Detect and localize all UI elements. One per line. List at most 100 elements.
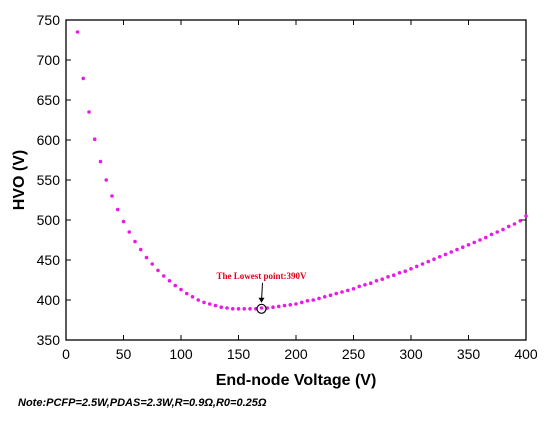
y-axis-label: HVO (V) bbox=[11, 150, 28, 210]
y-tick-label: 400 bbox=[37, 292, 61, 308]
data-point bbox=[426, 259, 431, 264]
y-tick-label: 600 bbox=[37, 132, 61, 148]
x-tick-label: 200 bbox=[284, 346, 308, 362]
data-point bbox=[121, 219, 126, 224]
data-point bbox=[110, 194, 114, 198]
data-point bbox=[351, 287, 356, 291]
data-point bbox=[87, 110, 91, 114]
data-point bbox=[282, 303, 287, 308]
data-point bbox=[276, 304, 281, 309]
y-tick-label: 550 bbox=[37, 172, 61, 188]
y-tick-label: 650 bbox=[37, 92, 61, 108]
data-point bbox=[98, 159, 103, 164]
data-point bbox=[230, 307, 235, 311]
data-point bbox=[317, 296, 321, 301]
x-tick-label: 400 bbox=[514, 346, 538, 362]
annotation-arrowhead bbox=[258, 297, 265, 303]
x-tick-label: 250 bbox=[342, 346, 366, 362]
data-point bbox=[104, 178, 109, 182]
data-point bbox=[357, 284, 362, 289]
data-point bbox=[156, 268, 160, 273]
data-point bbox=[340, 290, 344, 294]
y-tick-label: 750 bbox=[37, 12, 61, 28]
data-point bbox=[299, 300, 304, 305]
data-point bbox=[75, 30, 80, 34]
data-point bbox=[144, 255, 149, 260]
data-point bbox=[380, 277, 385, 282]
data-markers bbox=[75, 30, 528, 311]
data-point bbox=[455, 247, 459, 252]
y-tick-label: 500 bbox=[37, 212, 61, 228]
data-point bbox=[138, 247, 143, 252]
data-point bbox=[374, 279, 379, 283]
x-tick-label: 100 bbox=[169, 346, 193, 362]
data-point bbox=[190, 295, 195, 299]
data-point bbox=[219, 305, 224, 310]
data-point bbox=[92, 137, 97, 141]
data-point bbox=[472, 240, 477, 245]
data-point bbox=[115, 207, 120, 212]
data-point bbox=[466, 243, 471, 247]
data-point bbox=[207, 302, 212, 306]
annotation-label: The Lowest point:390V bbox=[216, 271, 307, 281]
data-point bbox=[213, 303, 218, 308]
y-tick-label: 700 bbox=[37, 52, 61, 68]
data-point bbox=[242, 307, 247, 311]
data-point bbox=[449, 250, 454, 254]
x-tick-label: 50 bbox=[116, 346, 132, 362]
data-point bbox=[397, 271, 402, 275]
plot-area bbox=[65, 19, 527, 341]
x-tick-label: 0 bbox=[62, 346, 70, 362]
data-point bbox=[161, 274, 166, 278]
data-point bbox=[334, 291, 339, 296]
data-point bbox=[391, 273, 396, 278]
x-axis-label: End-node Voltage (V) bbox=[216, 372, 377, 389]
data-point bbox=[403, 269, 408, 274]
plot-frame bbox=[65, 19, 527, 341]
y-tick-label: 450 bbox=[37, 252, 61, 268]
data-point bbox=[196, 298, 201, 302]
data-point bbox=[368, 281, 373, 286]
data-point bbox=[489, 232, 494, 237]
y-tick-label: 350 bbox=[37, 332, 61, 348]
data-point bbox=[288, 303, 293, 307]
data-point bbox=[363, 283, 367, 287]
data-point bbox=[420, 262, 425, 266]
x-tick-label: 350 bbox=[457, 346, 481, 362]
data-point bbox=[305, 299, 310, 303]
annotation: The Lowest point:390V bbox=[216, 271, 307, 314]
data-point bbox=[259, 306, 264, 310]
data-point bbox=[409, 267, 413, 271]
x-tick-label: 300 bbox=[399, 346, 423, 362]
data-point bbox=[311, 298, 316, 302]
data-point bbox=[81, 76, 86, 81]
data-point bbox=[225, 306, 229, 310]
data-point bbox=[150, 262, 155, 266]
x-tick-label: 150 bbox=[227, 346, 251, 362]
data-point bbox=[248, 307, 252, 311]
data-point bbox=[294, 302, 298, 306]
data-point bbox=[478, 238, 482, 242]
data-point bbox=[202, 300, 206, 305]
data-point bbox=[443, 252, 448, 257]
lowest-point-marker bbox=[256, 303, 267, 314]
data-point bbox=[483, 235, 488, 240]
data-point bbox=[133, 239, 137, 244]
data-point bbox=[506, 224, 511, 229]
data-point bbox=[386, 275, 390, 279]
data-point bbox=[236, 307, 241, 311]
data-point bbox=[179, 287, 183, 292]
data-point bbox=[328, 293, 333, 298]
axis-ticks: 0 50 100 150 200 250 300 350 400 350 400 450 500 550 6… bbox=[37, 12, 538, 362]
data-point bbox=[524, 214, 528, 218]
data-point bbox=[414, 264, 419, 269]
data-point bbox=[460, 245, 465, 249]
data-point bbox=[345, 288, 350, 293]
data-point bbox=[437, 254, 442, 259]
data-point bbox=[184, 291, 189, 296]
data-point bbox=[512, 222, 517, 226]
data-point bbox=[322, 295, 327, 299]
note-text: Note:PCFP=2.5W,PDAS=2.3W,R=0.9Ω,R0=0.25Ω bbox=[18, 397, 267, 409]
data-point bbox=[501, 227, 505, 232]
